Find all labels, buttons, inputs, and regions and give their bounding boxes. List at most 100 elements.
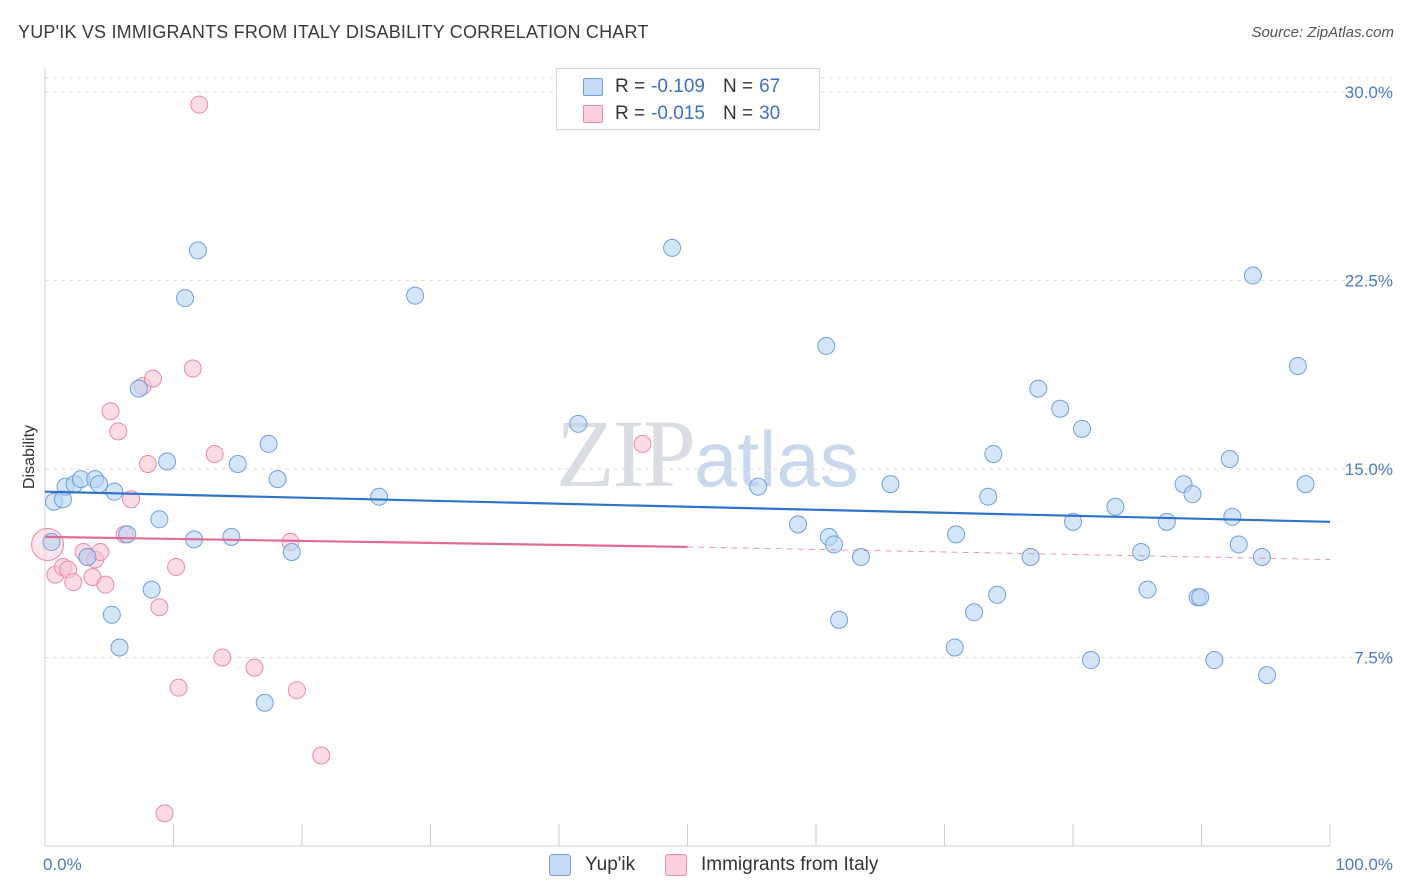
italy-trend-line bbox=[44, 535, 688, 549]
legend-n-value: 67 bbox=[759, 76, 781, 97]
yupik-point bbox=[945, 638, 964, 657]
yupik-point bbox=[129, 379, 148, 398]
yupik-point bbox=[965, 603, 984, 622]
y-tick-label: 22.5% bbox=[1345, 272, 1393, 291]
watermark-atlas: atlas bbox=[694, 415, 859, 503]
yupik-point bbox=[1132, 542, 1151, 561]
yupik-point bbox=[1205, 651, 1224, 670]
italy-point bbox=[287, 681, 306, 700]
italy-point bbox=[64, 573, 83, 592]
yupik-trend-line bbox=[44, 490, 1331, 523]
yupik-point bbox=[228, 455, 247, 474]
bottom-legend-label: Immigrants from Italy bbox=[701, 854, 879, 875]
yupik-point bbox=[1183, 485, 1202, 504]
italy-point bbox=[155, 804, 174, 823]
yupik-point bbox=[118, 525, 137, 544]
yupik-point bbox=[370, 487, 389, 506]
yupik-point bbox=[1081, 651, 1100, 670]
italy-point bbox=[633, 434, 652, 453]
yupik-point bbox=[105, 482, 124, 501]
italy-trend-extension bbox=[687, 546, 1331, 561]
bottom-legend-yupik: Yup'ik bbox=[549, 852, 635, 878]
trend-lines bbox=[44, 490, 1331, 561]
bottom-legend-italy: Immigrants from Italy bbox=[665, 852, 878, 878]
yupik-point bbox=[1243, 266, 1262, 285]
x-tick-label: 100.0% bbox=[1335, 855, 1393, 874]
yupik-point bbox=[881, 475, 900, 494]
yupik-point bbox=[1138, 580, 1157, 599]
yupik-point bbox=[406, 286, 425, 305]
yupik-point bbox=[817, 336, 836, 355]
italy-point bbox=[183, 359, 202, 378]
italy-point bbox=[122, 490, 141, 509]
yupik-point bbox=[749, 477, 768, 496]
yupik-point bbox=[268, 470, 287, 489]
italy-point bbox=[101, 402, 120, 421]
italy-point bbox=[138, 455, 157, 474]
italy-point bbox=[213, 648, 232, 667]
yupik-point bbox=[1021, 548, 1040, 567]
yupik-point bbox=[824, 535, 843, 554]
yupik-point bbox=[663, 238, 682, 257]
yupik-point bbox=[1229, 535, 1248, 554]
yupik-point bbox=[259, 434, 278, 453]
yupik-point bbox=[1064, 512, 1082, 531]
legend-n-value: 30 bbox=[759, 103, 781, 124]
yupik-point bbox=[789, 515, 808, 534]
yupik-point bbox=[947, 525, 966, 544]
yupik-point bbox=[984, 444, 1003, 463]
italy-point bbox=[109, 422, 128, 441]
yupik-point bbox=[1223, 507, 1242, 526]
yupik-point bbox=[110, 638, 129, 657]
yupik-point bbox=[851, 548, 870, 567]
yupik-point bbox=[1220, 450, 1239, 468]
legend-r-label: R = bbox=[615, 76, 646, 97]
yupik-point bbox=[1157, 512, 1176, 531]
yupik-point bbox=[78, 548, 97, 567]
yupik-point bbox=[1029, 379, 1048, 398]
italy-point bbox=[190, 95, 209, 114]
italy-point bbox=[205, 444, 224, 463]
legend-r-label: R = bbox=[615, 103, 646, 124]
y-axis-label: Disability bbox=[21, 425, 38, 489]
yupik-point bbox=[988, 585, 1007, 604]
yupik-point bbox=[150, 510, 169, 529]
italy-point bbox=[169, 678, 188, 697]
yupik-point bbox=[830, 610, 849, 629]
legend-row-yupik: R = -0.109 N = 67 bbox=[583, 75, 780, 99]
yupik-point bbox=[1296, 475, 1315, 494]
legend-swatch-blue bbox=[583, 78, 603, 96]
yupik-point bbox=[1106, 497, 1125, 516]
axes bbox=[44, 68, 1331, 847]
legend-swatch-pink bbox=[583, 105, 603, 123]
x-tick-label: 0.0% bbox=[43, 855, 82, 874]
legend-n-label: N = bbox=[722, 103, 754, 124]
watermark: ZIPatlas bbox=[556, 398, 859, 509]
yupik-point bbox=[1072, 419, 1091, 438]
data-points bbox=[31, 95, 1315, 823]
bottom-legend-label: Yup'ik bbox=[585, 854, 636, 875]
yupik-point bbox=[1288, 357, 1307, 376]
yupik-point bbox=[1258, 666, 1277, 685]
yupik-point bbox=[176, 289, 195, 308]
yupik-point bbox=[102, 605, 121, 624]
yupik-point bbox=[142, 580, 161, 599]
yupik-point bbox=[569, 414, 588, 433]
yupik-point bbox=[89, 475, 108, 494]
tick-labels: 7.5% 15.0% 22.5% 30.0% 0.0% 100.0% Disability bbox=[21, 83, 1393, 874]
legend-n-label: N = bbox=[722, 76, 754, 97]
yupik-point bbox=[222, 527, 241, 546]
yupik-point bbox=[979, 487, 998, 506]
legend-r-value: -0.015 bbox=[651, 103, 705, 124]
yupik-point bbox=[282, 542, 301, 561]
y-tick-label: 7.5% bbox=[1354, 649, 1393, 668]
grid-lines bbox=[45, 77, 1392, 659]
yupik-point bbox=[1191, 588, 1210, 607]
y-tick-label: 15.0% bbox=[1345, 460, 1393, 479]
source-label: Source: ZipAtlas.com bbox=[1251, 24, 1394, 41]
italy-point bbox=[167, 558, 186, 577]
yupik-point bbox=[188, 241, 207, 260]
italy-point bbox=[312, 746, 331, 765]
yupik-point bbox=[158, 452, 177, 471]
